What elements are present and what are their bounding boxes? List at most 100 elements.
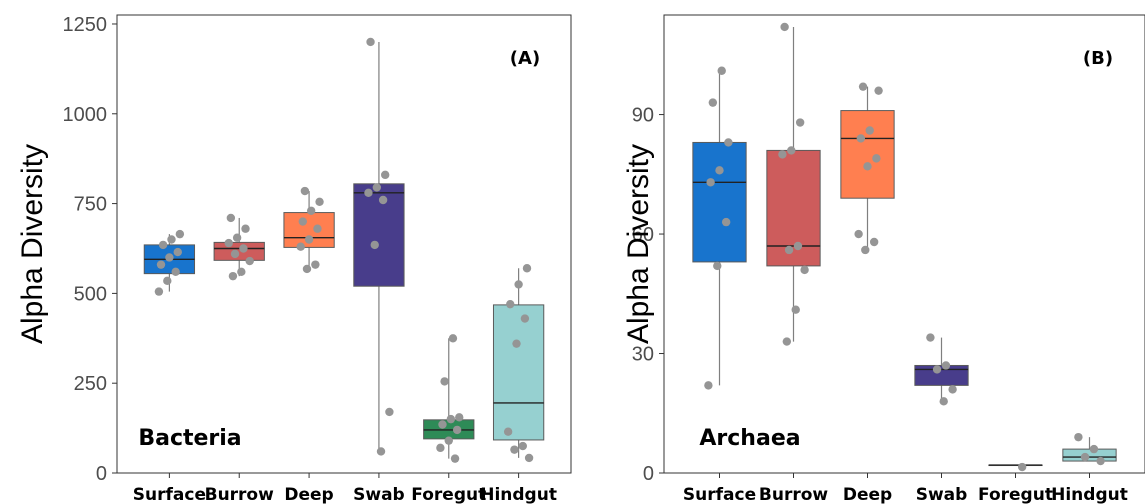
x-tick-label: Hindgut	[480, 485, 557, 504]
data-point	[239, 244, 248, 253]
data-point	[302, 264, 312, 274]
data-point	[364, 188, 373, 198]
data-point	[865, 126, 874, 135]
data-point	[232, 233, 242, 242]
data-point	[717, 66, 726, 75]
data-point	[932, 365, 942, 374]
data-point	[165, 253, 174, 262]
data-point	[241, 224, 250, 233]
data-point	[450, 454, 460, 463]
data-point	[385, 407, 394, 417]
y-axis-label: Alpha Diversity	[622, 144, 655, 344]
data-point	[372, 183, 382, 192]
data-point	[304, 235, 314, 244]
data-point	[1017, 462, 1027, 472]
data-point	[171, 267, 180, 277]
data-point	[522, 264, 532, 273]
data-point	[376, 447, 386, 456]
data-point	[158, 240, 168, 250]
x-tick-label: Swab	[916, 485, 968, 504]
box-swab	[353, 183, 405, 287]
data-point	[1074, 432, 1083, 442]
x-tick-label: Surface	[133, 485, 206, 504]
x-tick-label: Deep	[284, 485, 333, 504]
panel-tag: (B)	[1083, 48, 1113, 69]
x-tick-label: Surface	[683, 485, 756, 504]
data-point	[448, 334, 458, 343]
group-label: Bacteria	[138, 426, 241, 451]
data-point	[438, 420, 447, 429]
panel-tag: (A)	[510, 48, 540, 69]
data-point	[520, 314, 530, 323]
box-hindgut	[492, 304, 545, 441]
data-point	[154, 287, 164, 296]
data-point	[311, 260, 320, 269]
box-burrow	[766, 149, 821, 267]
y-tick-label: 250	[74, 373, 107, 395]
box-hindgut	[1062, 448, 1117, 462]
data-point	[366, 37, 375, 47]
data-point	[306, 206, 316, 215]
plot-frame	[116, 14, 572, 474]
data-point	[721, 217, 731, 227]
y-tick-label: 30	[632, 344, 654, 366]
data-point	[226, 213, 236, 223]
data-point	[782, 337, 792, 346]
plot-frame	[663, 14, 1145, 474]
data-point	[370, 240, 379, 250]
y-tick-label: 750	[74, 194, 107, 216]
data-point	[939, 397, 948, 406]
x-tick-label: Foregut	[411, 485, 486, 504]
data-point	[861, 245, 870, 255]
data-point	[791, 305, 800, 314]
data-point	[869, 237, 879, 247]
data-point	[506, 299, 515, 309]
x-tick-label: Burrow	[759, 485, 829, 504]
data-point	[378, 195, 388, 205]
box-swab	[914, 364, 969, 386]
data-point	[706, 178, 715, 187]
data-point	[175, 229, 185, 239]
data-point	[724, 138, 733, 147]
y-tick-label: 500	[74, 283, 107, 305]
data-point	[863, 162, 872, 171]
data-point	[1089, 444, 1099, 454]
data-point	[510, 445, 519, 454]
data-point	[455, 413, 464, 422]
data-point	[874, 86, 883, 95]
x-tick-label: Foregut	[978, 485, 1053, 504]
y-tick-label: 1250	[63, 14, 108, 36]
data-point	[948, 385, 957, 394]
data-point	[296, 242, 305, 251]
x-tick-label: Swab	[353, 485, 405, 504]
data-point	[381, 170, 390, 180]
y-tick-label: 90	[632, 105, 654, 127]
data-point	[444, 436, 453, 445]
y-tick-label: 60	[632, 224, 654, 246]
data-point	[941, 361, 951, 370]
data-point	[224, 238, 233, 248]
panel-b: 0 30 60 90 Alpha Diversity Surface Burrow Deep S…	[622, 14, 1145, 504]
data-point	[715, 166, 724, 175]
data-point	[436, 443, 445, 453]
x-tick-label: Hindgut	[1051, 485, 1128, 504]
data-point	[230, 249, 240, 259]
data-point	[1096, 456, 1105, 466]
data-point	[1080, 452, 1090, 462]
data-point	[854, 229, 863, 239]
data-point	[173, 247, 182, 257]
data-point	[503, 427, 513, 436]
x-tick-label: Deep	[843, 485, 892, 504]
data-point	[228, 271, 238, 281]
data-point	[926, 333, 935, 342]
box-burrow	[213, 241, 265, 261]
y-tick-label: 0	[96, 463, 107, 485]
data-point	[156, 260, 166, 269]
data-point	[780, 22, 789, 32]
data-point	[237, 267, 246, 277]
data-point	[704, 381, 713, 390]
y-tick-label: 1000	[63, 104, 108, 126]
data-point	[514, 280, 523, 289]
y-tick-label: 0	[643, 463, 654, 485]
